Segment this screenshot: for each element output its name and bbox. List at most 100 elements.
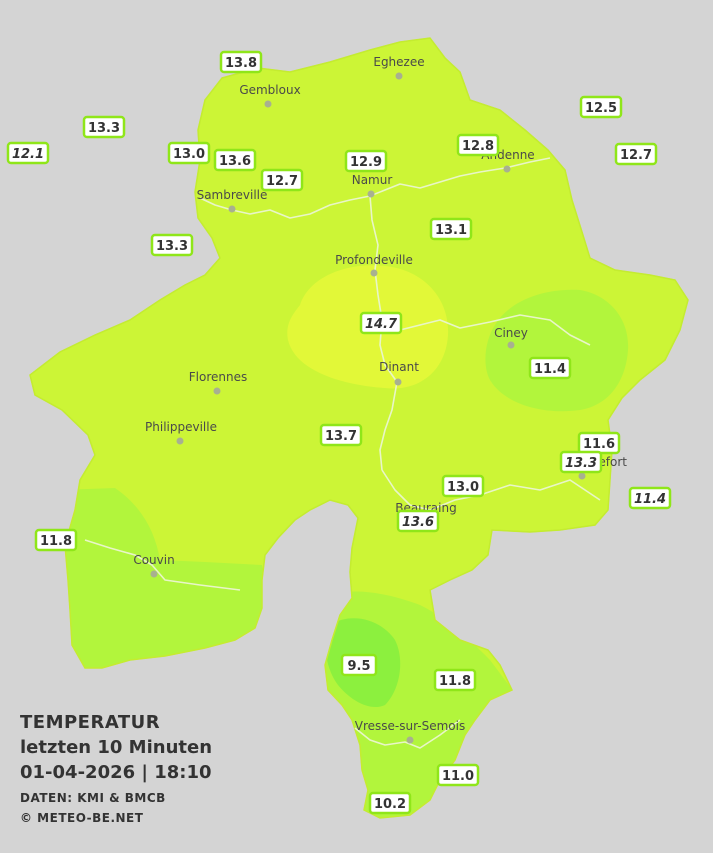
temperature-badge: 13.6: [213, 148, 257, 172]
river-viroin: [84, 539, 241, 591]
temperature-badge-frame: [82, 115, 126, 139]
city-label: Dinant: [379, 360, 419, 374]
temperature-value: 12.5: [585, 101, 617, 116]
city-marker-dot: [264, 100, 272, 108]
river-meuse: [369, 195, 398, 471]
temperature-badge-frame: [213, 148, 257, 172]
river-south: [381, 469, 601, 511]
temperature-badge: 13.8: [219, 50, 263, 74]
temperature-badge-frame: [34, 528, 78, 552]
city-label: Couvin: [133, 553, 174, 567]
temperature-badge: 13.3: [559, 450, 603, 474]
temperature-badge: 11.0: [436, 763, 480, 787]
city-label: Ciney: [494, 326, 528, 340]
temperature-badge-frame: [6, 141, 50, 165]
city-vresse-sur-semois: Vresse-sur-Semois: [355, 719, 465, 744]
city-marker-dot: [176, 437, 184, 445]
cool-temperature-zone-couvin: [60, 488, 270, 680]
city-dinant: Dinant: [379, 360, 419, 386]
river-semois: [354, 719, 461, 749]
temperature-badge: 10.2: [368, 791, 412, 815]
city-label: Gembloux: [239, 83, 300, 97]
city-philippeville: Philippeville: [145, 420, 217, 445]
temperature-readings: 13.8 13.3 12.1 13.0 13.6 12.7 12.9 12.8 12.5 12.7…: [6, 50, 672, 815]
temperature-badge: 13.7: [319, 423, 363, 447]
city-markers: EghezeeGemblouxAndenneNamurSambrevillePr…: [133, 55, 627, 744]
rivers: [84, 157, 601, 749]
temperature-badge-frame: [441, 474, 485, 498]
city-marker-dot: [367, 190, 375, 198]
temperature-badge-frame: [456, 133, 500, 157]
temperature-value: 13.8: [225, 56, 257, 71]
temperature-badge-frame: [344, 149, 388, 173]
temperature-badge-frame: [260, 168, 304, 192]
temperature-badge-frame: [579, 95, 623, 119]
temperature-badge: 12.7: [614, 142, 658, 166]
temperature-badge: 11.8: [34, 528, 78, 552]
temperature-badge-frame: [340, 653, 378, 677]
temperature-value: 13.6: [219, 154, 251, 169]
temperature-value: 12.8: [462, 139, 494, 154]
city-eghezee: Eghezee: [373, 55, 425, 80]
temperature-badge-frame: [368, 791, 412, 815]
temperature-badge-frame: [528, 356, 572, 380]
temperature-value: 13.1: [435, 223, 467, 238]
city-marker-dot: [503, 165, 511, 173]
temperature-badge: 12.9: [344, 149, 388, 173]
temperature-badge: 13.0: [441, 474, 485, 498]
province-outline: [29, 37, 689, 819]
temperature-badge: 11.6: [577, 431, 621, 455]
city-label: Vresse-sur-Semois: [355, 719, 465, 733]
temperature-badge: 12.1: [6, 141, 50, 165]
temperature-badge: 13.3: [150, 233, 194, 257]
temperature-value: 14.7: [365, 317, 398, 332]
city-marker-dot: [394, 378, 402, 386]
temperature-value: 13.7: [325, 429, 357, 444]
city-label: Eghezee: [373, 55, 424, 69]
map-datetime: 01-04-2026 | 18:10: [20, 762, 212, 783]
temperature-badge-frame: [628, 486, 672, 510]
temperature-badge-frame: [433, 668, 477, 692]
temperature-badge-frame: [219, 50, 263, 74]
temperature-value: 12.7: [266, 174, 298, 189]
city-label: Sambreville: [197, 188, 268, 202]
city-profondeville: Profondeville: [335, 253, 413, 277]
city-marker-dot: [406, 736, 414, 744]
temperature-value: 11.0: [442, 769, 474, 784]
temperature-badge: 14.7: [359, 311, 403, 335]
data-source: DATEN: KMI & BMCB: [20, 791, 166, 805]
temperature-badge: 12.8: [456, 133, 500, 157]
city-label: Florennes: [189, 370, 247, 384]
temperature-badge: 13.6: [396, 509, 440, 533]
temperature-value: 12.1: [12, 147, 44, 162]
temperature-value: 12.9: [350, 155, 382, 170]
temperature-value: 9.5: [347, 659, 370, 674]
map-subtitle: letzten 10 Minuten: [20, 737, 213, 758]
temperature-value: 11.6: [583, 437, 615, 452]
temperature-value: 11.4: [634, 492, 666, 507]
city-label: Namur: [352, 173, 393, 187]
city-couvin: Couvin: [133, 553, 175, 578]
temperature-value: 13.3: [88, 121, 120, 136]
city-gembloux: Gembloux: [239, 83, 301, 108]
cool-temperature-zone-ciney: [485, 289, 629, 412]
city-marker-dot: [578, 472, 586, 480]
temperature-badge-frame: [396, 509, 440, 533]
temperature-badge: 13.1: [429, 217, 473, 241]
temperature-badge: 12.7: [260, 168, 304, 192]
city-label: Philippeville: [145, 420, 217, 434]
city-sambreville: Sambreville: [197, 188, 268, 213]
temperature-badge: 9.5: [340, 653, 378, 677]
temperature-value: 13.6: [402, 515, 434, 530]
city-marker-dot: [395, 72, 403, 80]
temperature-value: 13.0: [447, 480, 479, 495]
temperature-badge: 13.3: [82, 115, 126, 139]
temperature-badge-frame: [436, 763, 480, 787]
temperature-badge-frame: [614, 142, 658, 166]
temperature-badge-frame: [167, 141, 211, 165]
temperature-value: 10.2: [374, 797, 406, 812]
city-florennes: Florennes: [189, 370, 247, 395]
river-sambre: [199, 195, 371, 219]
city-namur: Namur: [352, 173, 393, 198]
